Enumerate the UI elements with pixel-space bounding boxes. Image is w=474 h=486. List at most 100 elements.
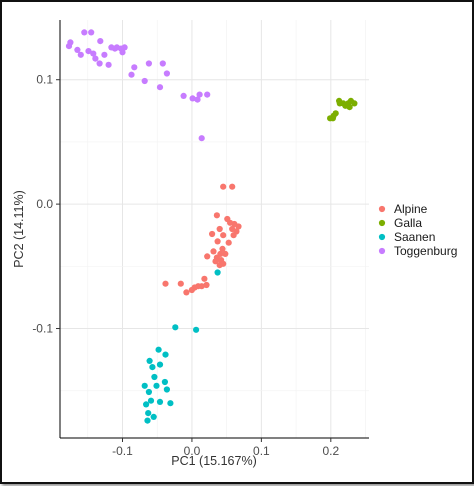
point-saanen [162,351,169,358]
point-saanen [155,346,162,353]
point-alpine [219,245,226,252]
point-toggenburg [131,64,138,71]
y-tick-label: -0.1 [32,322,53,336]
legend-label-galla: Galla [394,216,422,230]
point-alpine [230,232,237,239]
point-saanen [163,386,170,393]
point-toggenburg [156,84,164,91]
point-alpine [212,258,219,265]
point-alpine [216,225,223,233]
point-saanen [172,324,179,331]
grid [60,20,369,438]
point-saanen [150,413,157,420]
point-saanen [161,378,168,386]
point-alpine [220,232,227,239]
point-alpine [201,275,208,282]
point-toggenburg [121,44,128,51]
point-saanen [149,364,156,371]
x-axis-ticks: -0.1 0.0 0.1 0.2 [112,438,339,458]
point-alpine [220,260,227,267]
point-saanen [145,388,152,396]
legend-key-saanen [378,233,386,241]
point-alpine [188,286,195,294]
point-alpine [183,289,190,296]
point-toggenburg [105,61,112,68]
x-tick-label: -0.1 [112,444,133,458]
point-toggenburg [111,45,118,52]
point-toggenburg [97,38,104,45]
point-toggenburg [96,60,103,67]
point-saanen [156,361,164,368]
point-alpine [177,280,184,287]
point-toggenburg [141,77,148,85]
point-toggenburg [196,91,203,98]
point-toggenburg [180,92,187,99]
point-toggenburg [159,60,166,67]
point-saanen [193,326,200,333]
point-toggenburg [204,91,211,98]
legend-key-alpine [378,205,386,213]
x-tick-label: 0.2 [322,444,339,458]
point-saanen [156,398,164,405]
point-toggenburg [92,55,99,62]
y-axis-title: PC2 (14.11%) [12,190,26,268]
point-alpine [162,280,169,287]
x-tick-label: 0.0 [184,444,201,458]
point-saanen [146,357,153,364]
point-galla [327,115,334,122]
legend-label-saanen: Saanen [394,230,435,244]
point-toggenburg [90,50,97,57]
point-alpine [209,230,216,238]
point-toggenburg [189,95,196,102]
point-toggenburg [81,29,88,36]
point-alpine [213,212,220,219]
point-saanen [214,269,221,276]
data-points [65,29,358,424]
point-galla [332,110,339,117]
point-saanen [144,417,151,424]
point-saanen [145,410,152,417]
point-alpine [214,238,221,245]
point-toggenburg [85,48,92,55]
point-toggenburg [77,51,84,58]
x-tick-label: 0.1 [253,444,270,458]
point-saanen [153,382,160,389]
point-toggenburg [101,51,108,58]
point-galla [351,100,358,107]
point-saanen [167,400,174,407]
point-saanen [147,397,155,404]
point-toggenburg [128,71,135,78]
point-alpine [203,281,210,289]
point-alpine [210,248,217,255]
point-alpine [229,183,236,190]
point-toggenburg [74,46,81,54]
point-saanen [143,401,150,408]
point-toggenburg [65,43,73,50]
y-tick-label: 0.1 [36,73,53,87]
plot-panel [60,20,369,438]
y-axis-ticks: -0.1 0.0 0.1 [32,73,60,336]
legend-label-toggenburg: Toggenburg [394,244,457,258]
point-toggenburg [198,135,205,142]
point-toggenburg [163,70,170,77]
x-axis-title: PC1 (15.167%) [171,454,256,468]
point-toggenburg [194,96,201,103]
legend-key-toggenburg [378,247,386,255]
legend-key-galla [378,219,386,227]
point-alpine [225,239,232,246]
point-toggenburg [145,60,152,67]
y-tick-label: 0.0 [36,197,53,211]
point-alpine [220,183,227,190]
point-alpine [204,253,211,260]
point-alpine [235,223,242,230]
point-alpine [222,250,229,257]
point-galla [346,104,353,111]
legend-label-alpine: Alpine [394,202,428,216]
point-toggenburg [119,49,126,56]
point-saanen [141,382,148,389]
point-saanen [151,373,158,381]
point-toggenburg [88,29,95,36]
